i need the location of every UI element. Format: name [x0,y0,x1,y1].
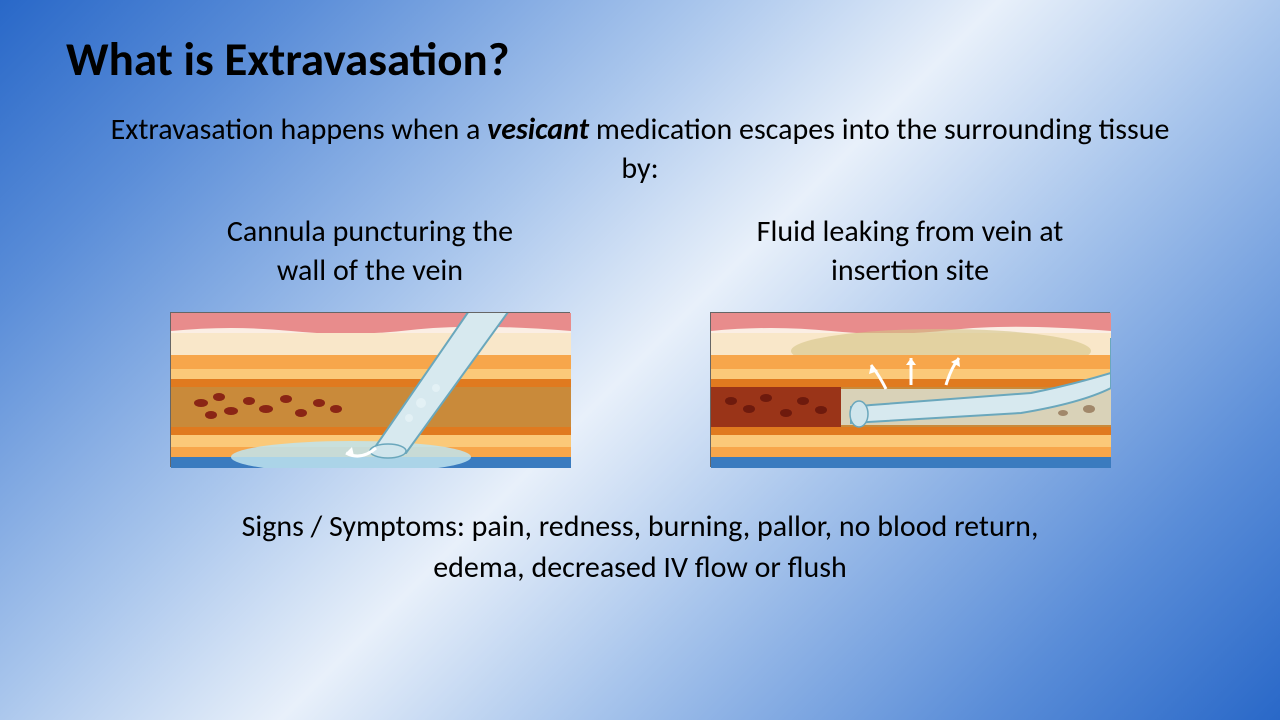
intro-post: medication escapes into the surrounding … [589,111,1169,187]
right-caption: Fluid leaking from vein at insertion sit… [685,212,1135,290]
vein-leak-diagram-icon [711,313,1111,468]
left-caption-l2: wall of the vein [277,252,463,289]
slide-title: What is Extravasation? [66,30,1220,88]
intro-text: Extravasation happens when a vesicant me… [90,110,1190,188]
footer-text: Signs / Symptoms: pain, redness, burning… [90,507,1190,588]
intro-pre: Extravasation happens when a [111,111,488,148]
right-column: Fluid leaking from vein at insertion sit… [685,212,1135,467]
footer-l2: edema, decreased IV flow or flush [433,549,847,586]
diagram-columns: Cannula puncturing the wall of the vein [60,212,1220,467]
right-caption-l2: insertion site [831,252,989,289]
left-diagram [170,312,570,467]
right-caption-l1: Fluid leaking from vein at [757,213,1064,250]
footer-l1: Signs / Symptoms: pain, redness, burning… [242,508,1039,545]
left-column: Cannula puncturing the wall of the vein [145,212,595,467]
left-caption: Cannula puncturing the wall of the vein [145,212,595,290]
intro-bold: vesicant [487,111,589,148]
vein-puncture-diagram-icon [171,313,571,468]
right-diagram [710,312,1110,467]
left-caption-l1: Cannula puncturing the [227,213,513,250]
